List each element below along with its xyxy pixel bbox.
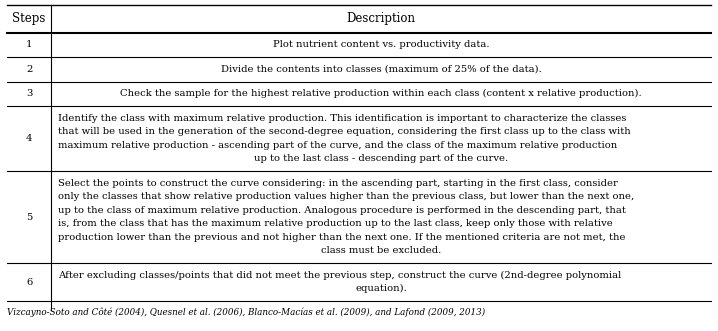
Text: 4: 4	[26, 134, 32, 143]
Text: Check the sample for the highest relative production within each class (content : Check the sample for the highest relativ…	[121, 89, 642, 98]
Text: Steps: Steps	[12, 12, 46, 25]
Text: 5: 5	[26, 213, 32, 221]
Text: is, from the class that has the maximum relative production up to the last class: is, from the class that has the maximum …	[58, 219, 613, 228]
Text: Identify the class with maximum relative production. This identification is impo: Identify the class with maximum relative…	[58, 114, 627, 123]
Text: 6: 6	[26, 277, 32, 287]
Text: Plot nutrient content vs. productivity data.: Plot nutrient content vs. productivity d…	[273, 40, 490, 49]
Text: that will be used in the generation of the second-degree equation, considering t: that will be used in the generation of t…	[58, 127, 631, 136]
Text: Description: Description	[347, 12, 416, 25]
Text: equation).: equation).	[355, 284, 407, 293]
Text: 1: 1	[26, 40, 32, 49]
Text: production lower than the previous and not higher than the next one. If the ment: production lower than the previous and n…	[58, 233, 626, 242]
Text: Select the points to construct the curve considering: in the ascending part, sta: Select the points to construct the curve…	[58, 179, 618, 188]
Text: Vizcayno-Soto and Côté (2004), Quesnel et al. (2006), Blanco-Macías et al. (2009: Vizcayno-Soto and Côté (2004), Quesnel e…	[7, 307, 485, 316]
Text: After excluding classes/points that did not meet the previous step, construct th: After excluding classes/points that did …	[58, 271, 622, 280]
Text: only the classes that show relative production values higher than the previous c: only the classes that show relative prod…	[58, 192, 635, 201]
Text: up to the last class - descending part of the curve.: up to the last class - descending part o…	[254, 154, 508, 163]
Text: Divide the contents into classes (maximum of 25% of the data).: Divide the contents into classes (maximu…	[221, 65, 541, 74]
Text: class must be excluded.: class must be excluded.	[321, 246, 442, 255]
Text: up to the class of maximum relative production. Analogous procedure is performed: up to the class of maximum relative prod…	[58, 206, 626, 215]
Text: 3: 3	[26, 89, 32, 98]
Text: maximum relative production - ascending part of the curve, and the class of the : maximum relative production - ascending …	[58, 141, 617, 150]
Text: 2: 2	[26, 65, 32, 74]
